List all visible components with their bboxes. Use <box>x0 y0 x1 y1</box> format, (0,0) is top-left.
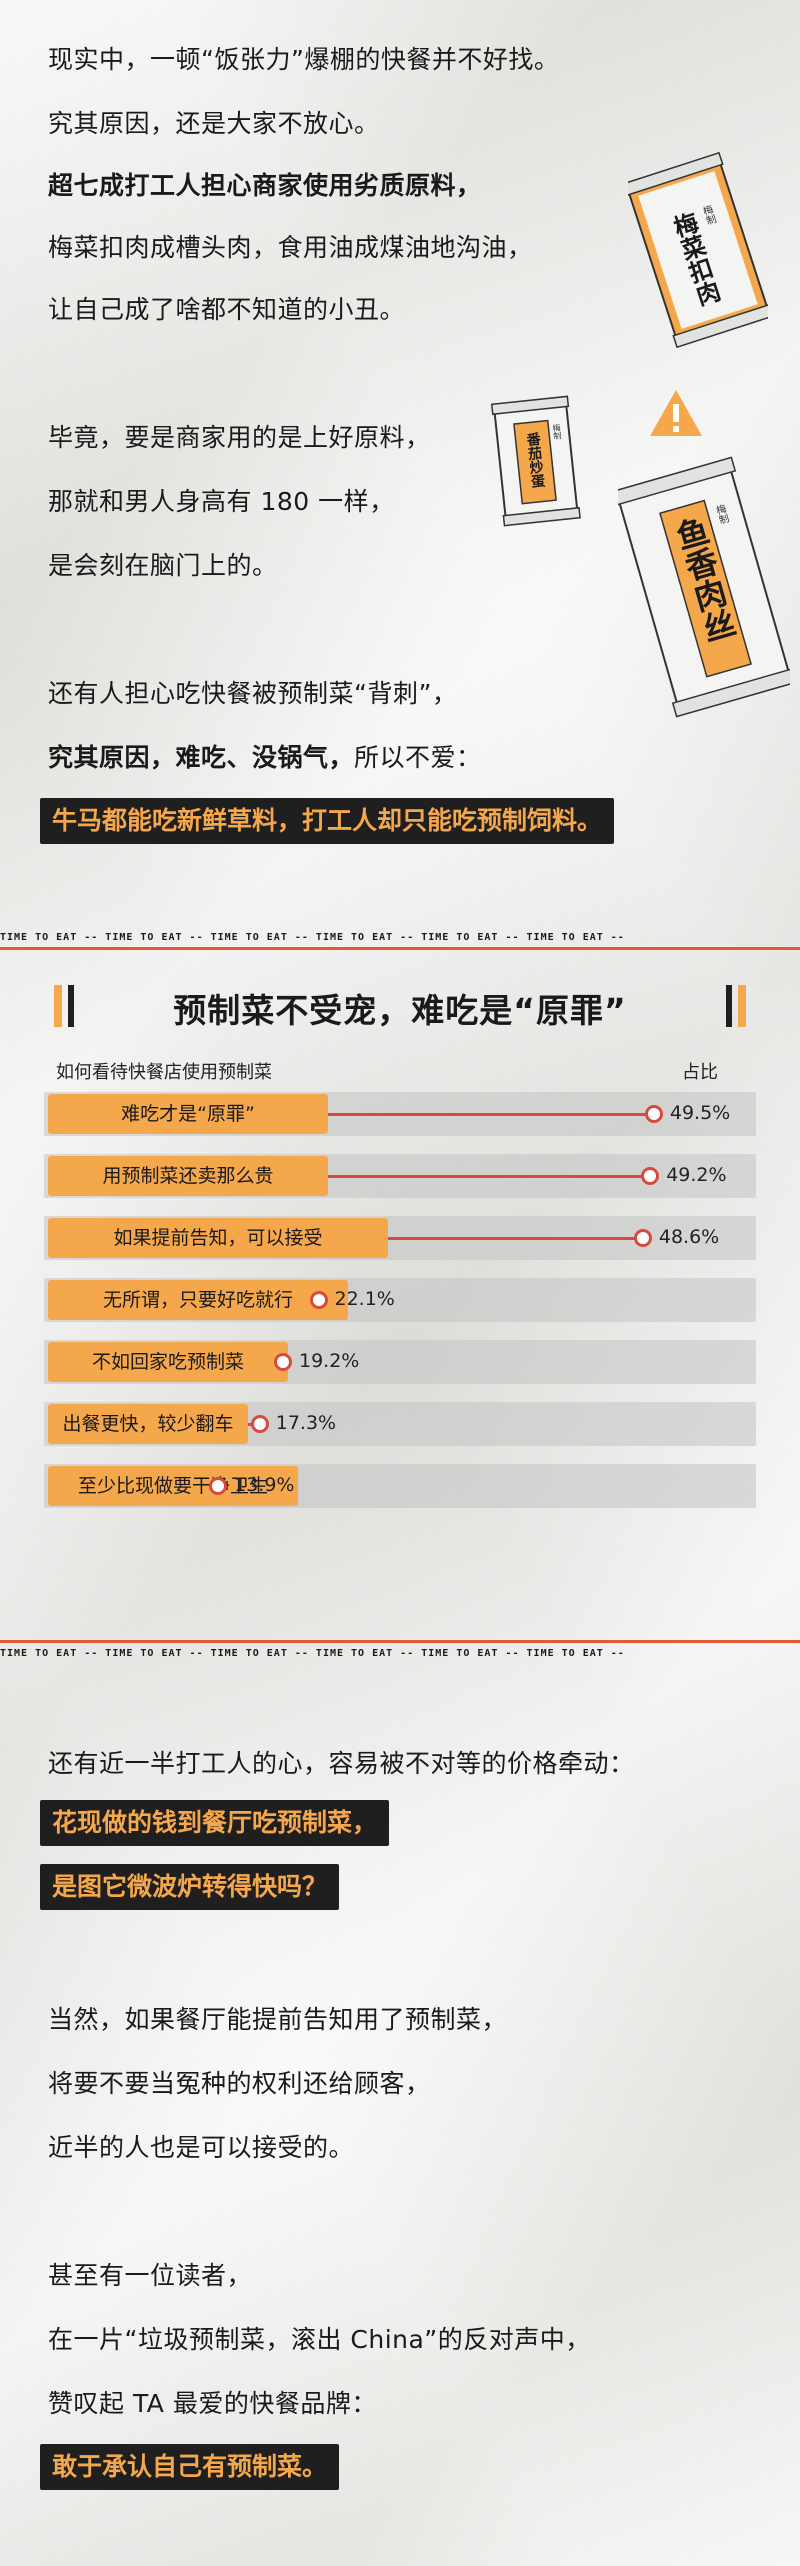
package-yuxiang-rousi: 鱼香肉丝 梅制 <box>618 456 790 718</box>
intro-highlight: 牛马都能吃新鲜草料，打工人却只能吃预制饲料。 <box>40 798 615 844</box>
outro-line-5: 将要不要当冤种的权利还给顾客， <box>48 2069 431 2098</box>
chart-unit-label: 占比 <box>682 1062 718 1083</box>
chart-value-label: 19.2% <box>299 1350 360 1372</box>
ribbon-bottom-text: TIME TO EAT -- TIME TO EAT -- TIME TO EA… <box>0 1648 625 1659</box>
chart-category-label: 如果提前告知，可以接受 <box>48 1218 388 1258</box>
title-stripe-left-orange <box>54 985 62 1027</box>
chart-title-bar: 预制菜不受宠，难吃是“原罪” <box>40 978 760 1034</box>
chart-value-label: 48.6% <box>658 1226 720 1248</box>
title-stripe-right-dark <box>726 985 732 1027</box>
package-fanqie-tag: 梅制 <box>552 422 563 441</box>
title-stripe-left-dark <box>68 985 74 1027</box>
chart-bar <box>328 1113 654 1116</box>
intro-line-10-bold: 究其原因，难吃、没锅气， <box>48 743 355 772</box>
chart-category-label: 出餐更快，较少翻车 <box>48 1404 248 1444</box>
intro-line-10: 究其原因，难吃、没锅气，所以不爱： <box>48 740 482 776</box>
intro-line-10-tail: 所以不爱： <box>354 743 482 772</box>
chart-value-label: 22.1% <box>334 1288 395 1310</box>
chart-bar <box>328 1175 651 1178</box>
ribbon-top-text: TIME TO EAT -- TIME TO EAT -- TIME TO EA… <box>0 932 625 943</box>
package-meicai-kourou: 梅制 梅菜扣肉 <box>628 151 768 349</box>
intro-line-4: 梅菜扣肉成槽头肉，食用油成煤油地沟油， <box>48 233 533 262</box>
chart-category-label: 用预制菜还卖那么贵 <box>48 1156 328 1196</box>
chart-bar <box>388 1237 643 1240</box>
intro-line-1: 现实中，一顿“饭张力”爆棚的快餐并不好找。 <box>48 45 560 74</box>
ribbon-bottom: TIME TO EAT -- TIME TO EAT -- TIME TO EA… <box>0 1640 800 1664</box>
outro-line-1: 还有近一半打工人的心，容易被不对等的价格牵动： <box>48 1749 635 1778</box>
chart-point <box>641 1167 660 1185</box>
outro-line-7: 甚至有一位读者， <box>48 2261 253 2290</box>
chart-point <box>644 1105 663 1123</box>
chart-category-label: 不如回家吃预制菜 <box>48 1342 288 1382</box>
intro-line-6: 毕竟，要是商家用的是上好原料， <box>48 423 431 452</box>
outro-highlight-3: 敢于承认自己有预制菜。 <box>40 2444 340 2490</box>
outro-line-9: 赞叹起 TA 最爱的快餐品牌： <box>48 2389 377 2418</box>
chart-point <box>209 1477 228 1495</box>
chart-subtitle: 如何看待快餐店使用预制菜 <box>56 1062 272 1083</box>
chart-title: 预制菜不受宠，难吃是“原罪” <box>173 991 627 1030</box>
chart-value-label: 49.5% <box>669 1102 731 1124</box>
outro-highlight-1: 花现做的钱到餐厅吃预制菜， <box>40 1800 390 1846</box>
title-stripe-right-orange <box>738 985 746 1027</box>
chart-point <box>250 1415 269 1433</box>
chart-point <box>274 1353 292 1371</box>
intro-line-7: 那就和男人身高有 180 一样， <box>48 487 395 516</box>
package-fanqie-name: 番茄炒蛋 <box>524 431 547 490</box>
ribbon-top: TIME TO EAT -- TIME TO EAT -- TIME TO EA… <box>0 928 800 950</box>
chart-value-label: 13.9% <box>234 1474 295 1496</box>
intro-line-9: 还有人担心吃快餐被预制菜“背刺”， <box>48 679 458 708</box>
chart-category-label: 难吃才是“原罪” <box>48 1094 328 1134</box>
outro-line-8: 在一片“垃圾预制菜，滚出 China”的反对声中， <box>48 2325 591 2354</box>
intro-line-2: 究其原因，还是大家不放心。 <box>48 109 380 138</box>
intro-line-8: 是会刻在脑门上的。 <box>48 551 278 580</box>
intro-line-5: 让自己成了啥都不知道的小丑。 <box>48 295 406 324</box>
chart-value-label: 49.2% <box>666 1164 727 1186</box>
intro-line-3: 超七成打工人担心商家使用劣质原料， <box>48 171 482 200</box>
chart-point <box>309 1291 328 1309</box>
outro-highlight-2: 是图它微波炉转得快吗？ <box>40 1864 340 1910</box>
outro-line-6: 近半的人也是可以接受的。 <box>48 2133 355 2162</box>
chart-point <box>633 1229 652 1247</box>
chart-value-label: 17.3% <box>275 1412 337 1434</box>
outro-line-4: 当然，如果餐厅能提前告知用了预制菜， <box>48 2005 508 2034</box>
warning-icon <box>650 390 702 436</box>
package-fanqie-chaodan: 番茄炒蛋 梅制 <box>490 395 581 527</box>
chart-category-label: 无所谓，只要好吃就行 <box>48 1280 348 1320</box>
